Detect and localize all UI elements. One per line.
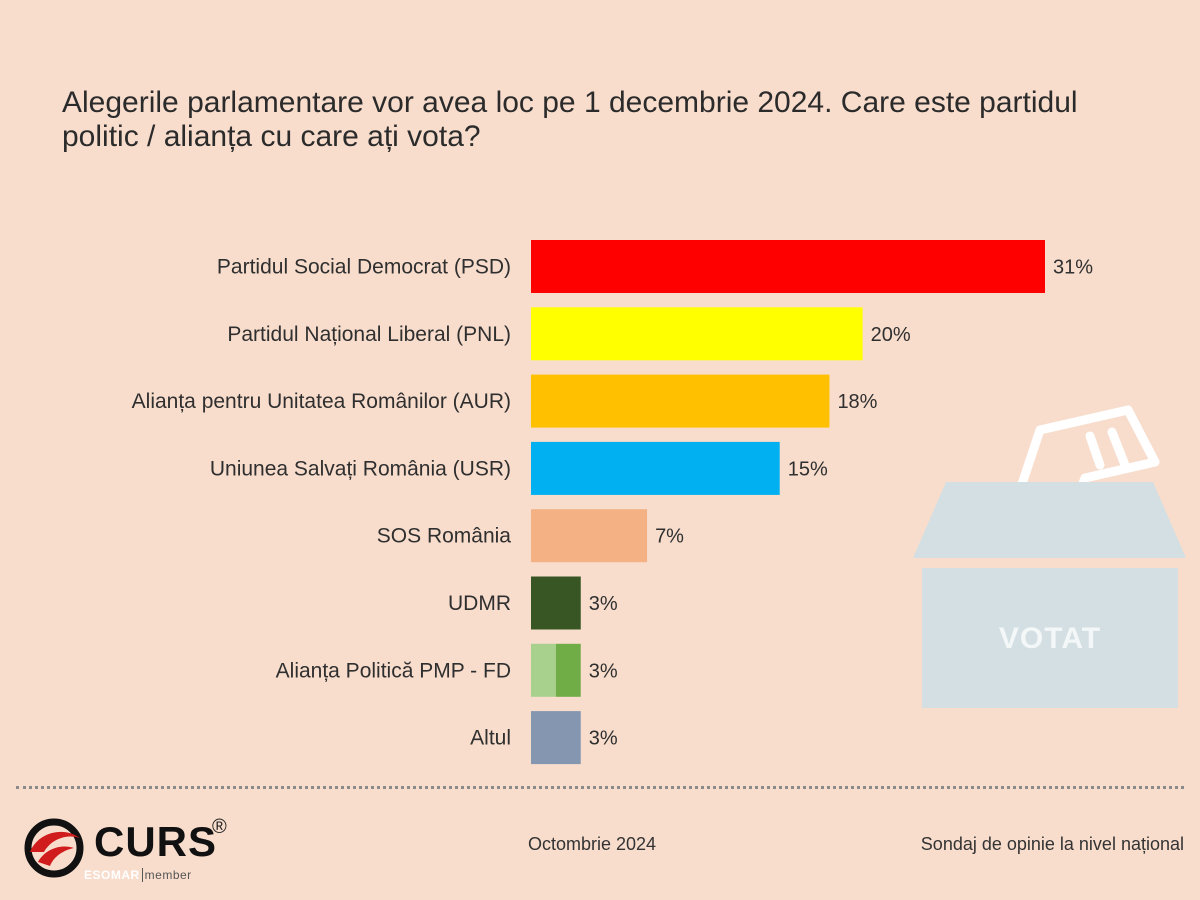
footer-divider (16, 786, 1184, 789)
esomar-label: ESOMAR (84, 868, 140, 882)
value-label: 3% (589, 593, 618, 615)
category-label: SOS România (377, 525, 512, 548)
bar (531, 711, 581, 765)
category-label: Uniunea Salvați România (USR) (210, 457, 511, 480)
bar (531, 374, 830, 428)
category-label: Alianța Politică PMP - FD (276, 659, 511, 682)
value-label: 18% (837, 391, 877, 413)
bar-left-half (531, 643, 556, 697)
brand-name: CURS (94, 818, 218, 865)
bar (531, 441, 780, 495)
esomar-member: ESOMAR member (84, 868, 192, 882)
ballot-box-icon: VOTAT (913, 405, 1186, 708)
bar (531, 509, 648, 563)
member-label: member (141, 868, 192, 882)
category-label: Altul (470, 727, 511, 750)
value-label: 31% (1053, 257, 1093, 279)
category-label: Partidul Social Democrat (PSD) (217, 256, 511, 279)
curs-logo-icon (24, 818, 84, 878)
registered-mark: ® (212, 816, 227, 838)
category-label: Alianța pentru Unitatea Românilor (AUR) (132, 390, 511, 413)
chart-title: Alegerile parlamentare vor avea loc pe 1… (62, 86, 1078, 153)
value-label: 15% (788, 458, 828, 480)
bar-chart: Partidul Social Democrat (PSD) 31% Partidu… (132, 240, 1186, 765)
curs-logo: CURS ® ESOMAR member (24, 816, 254, 888)
bar (555, 643, 581, 697)
value-label: 7% (655, 526, 684, 548)
footer-source: Sondaj de opinie la nivel național (920, 834, 1184, 854)
footer-date: Octombrie 2024 (528, 834, 657, 854)
bar (531, 240, 1045, 293)
bar (531, 307, 863, 361)
bars-group: Partidul Social Democrat (PSD) 31% Partidu… (132, 240, 1093, 765)
ballot-label: VOTAT (999, 622, 1101, 655)
value-label: 3% (589, 728, 618, 750)
value-label: 3% (589, 660, 618, 682)
value-label: 20% (871, 324, 911, 346)
category-label: UDMR (448, 592, 511, 615)
bar (531, 576, 581, 630)
category-label: Partidul Național Liberal (PNL) (227, 323, 511, 346)
